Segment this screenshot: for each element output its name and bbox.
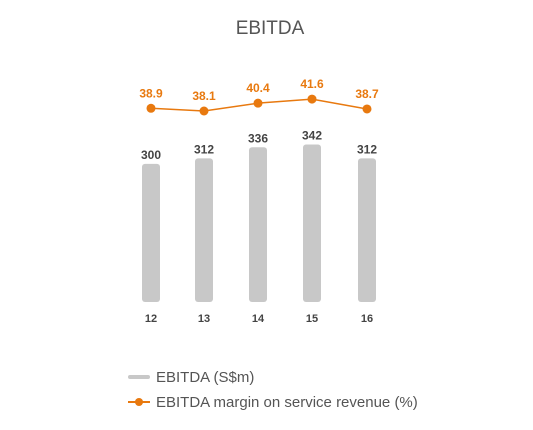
margin-point-15 — [307, 94, 317, 104]
legend-swatch-line-marker — [135, 398, 143, 406]
x-tick-13: 13 — [198, 313, 210, 325]
bar-value-label-16: 312 — [357, 142, 377, 156]
bar-14 — [249, 147, 267, 302]
x-tick-15: 15 — [306, 313, 318, 325]
margin-point-13 — [199, 106, 209, 116]
margin-value-label-15: 41.6 — [300, 77, 324, 91]
margin-point-16 — [362, 104, 372, 114]
bar-16 — [358, 158, 376, 302]
chart-title: EBITDA — [236, 18, 305, 39]
margin-point-14 — [253, 98, 263, 108]
bar-15 — [303, 144, 321, 302]
margin-value-label-12: 38.9 — [139, 86, 163, 100]
legend-label-line: EBITDA margin on service revenue (%) — [156, 394, 418, 411]
bar-value-label-12: 300 — [141, 148, 161, 162]
x-tick-16: 16 — [361, 313, 373, 325]
margin-point-12 — [146, 103, 156, 113]
bar-13 — [195, 158, 213, 302]
legend: EBITDA (S$m) EBITDA margin on service re… — [128, 369, 418, 411]
x-tick-12: 12 — [145, 313, 157, 325]
bar-12 — [142, 163, 160, 302]
margin-value-label-16: 38.7 — [355, 87, 379, 101]
line-series: 38.9 38.1 40.4 41.6 38.7 — [139, 77, 379, 116]
legend-label-bar: EBITDA (S$m) — [156, 369, 254, 386]
x-axis-ticks: 12 13 14 15 16 — [145, 313, 373, 325]
bar-series: 300 312 336 342 312 — [141, 129, 377, 302]
bar-value-label-14: 336 — [248, 131, 268, 145]
bar-value-label-13: 312 — [194, 142, 214, 156]
x-tick-14: 14 — [252, 313, 265, 325]
margin-value-label-14: 40.4 — [246, 81, 270, 95]
bar-value-label-15: 342 — [302, 129, 322, 143]
margin-value-label-13: 38.1 — [192, 89, 216, 103]
